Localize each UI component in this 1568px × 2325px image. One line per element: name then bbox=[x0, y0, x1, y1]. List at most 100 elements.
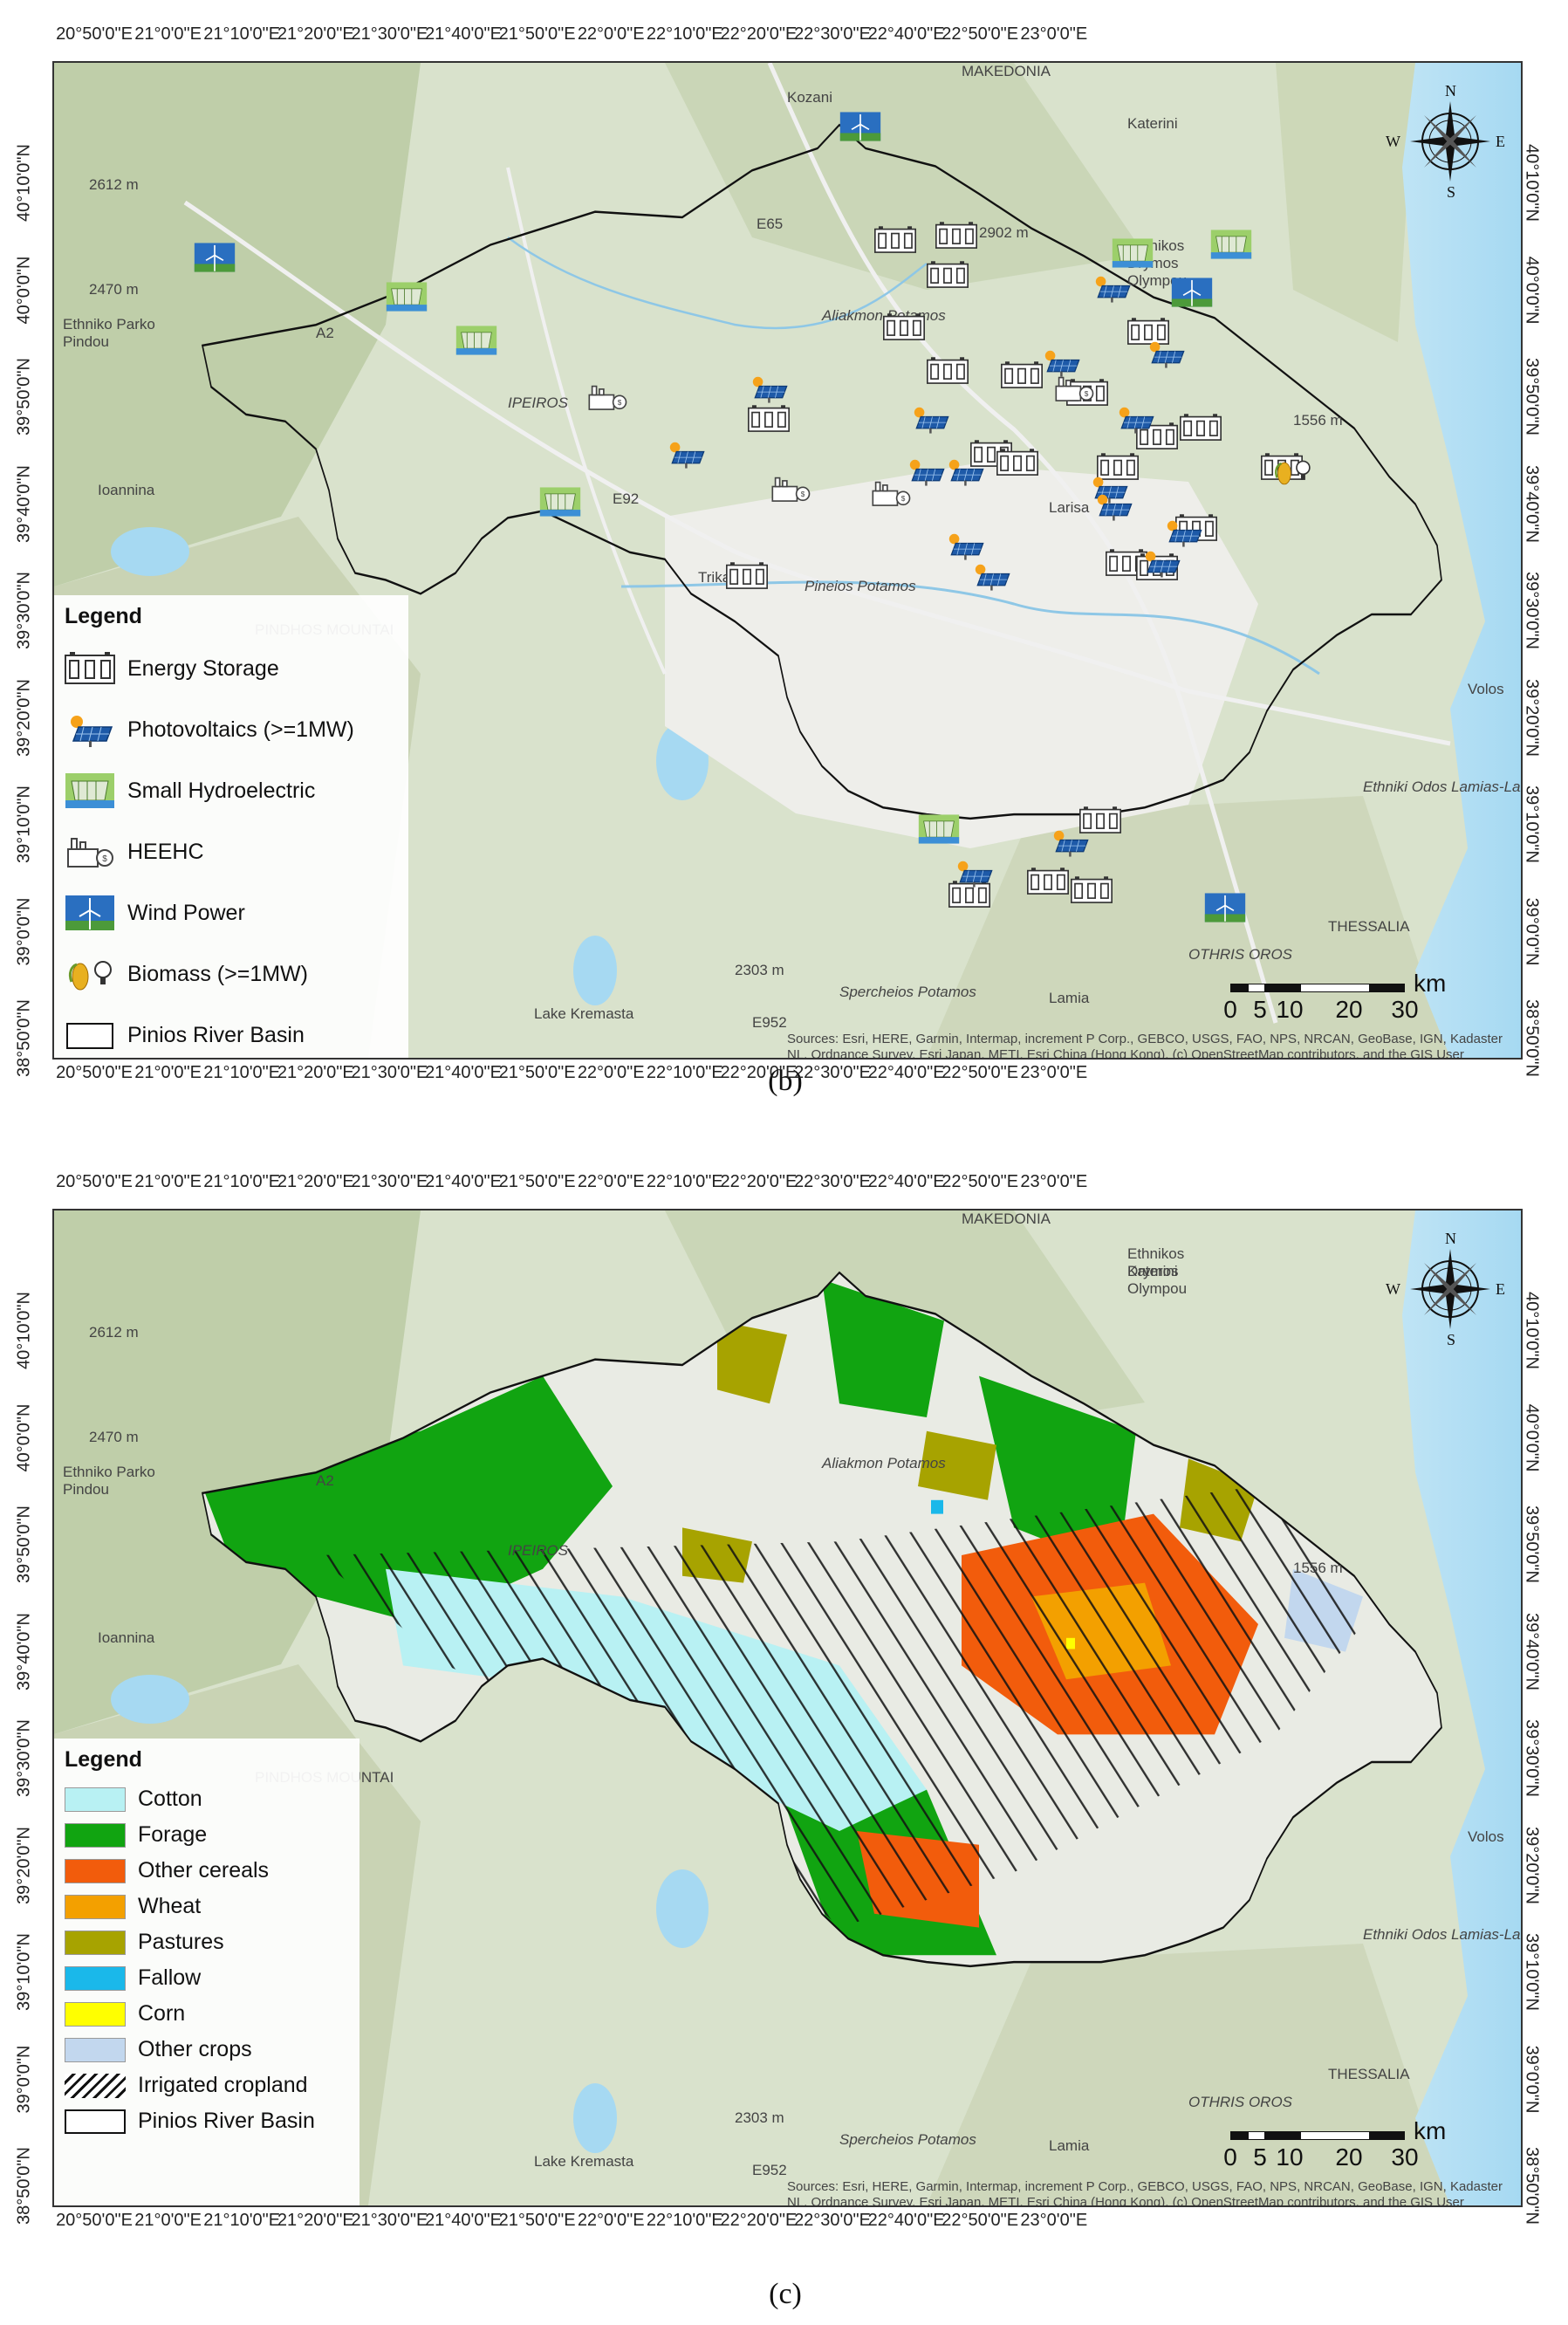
longitude-tick-label: 21°40'0"E bbox=[425, 2211, 502, 2230]
place-label: Lake Kremasta bbox=[534, 1005, 634, 1022]
solar-panel-icon bbox=[909, 403, 951, 439]
longitude-tick-label: 21°0'0"E bbox=[134, 2211, 202, 2230]
place-label: 2612 m bbox=[89, 176, 139, 193]
solar-panel-icon bbox=[65, 711, 115, 748]
battery-storage-icon bbox=[927, 355, 969, 391]
battery-storage-icon bbox=[65, 650, 115, 687]
sources-attribution: Sources: Esri, HERE, Garmin, Intermap, i… bbox=[787, 1032, 1503, 1060]
scale-segment bbox=[1265, 2131, 1300, 2140]
legend-swatch bbox=[65, 1787, 126, 1812]
longitude-tick-label: 22°10'0"E bbox=[646, 1172, 723, 1191]
svg-text:$: $ bbox=[618, 399, 622, 407]
legend-item: Pinios River Basin bbox=[65, 1005, 398, 1058]
basin-outline-icon bbox=[65, 1017, 115, 1053]
legend-swatch bbox=[65, 1894, 126, 1919]
power-plant-icon: $ bbox=[870, 477, 912, 513]
legend-item: Biomass (>=1MW) bbox=[65, 943, 398, 1005]
battery-storage-icon bbox=[935, 220, 977, 256]
legend-item: Fallow bbox=[65, 1960, 349, 1996]
place-label: 2902 m bbox=[979, 224, 1029, 241]
battery-storage-icon bbox=[883, 312, 925, 347]
battery-storage-icon bbox=[726, 560, 768, 596]
battery-storage-icon bbox=[1136, 421, 1178, 456]
wind-turbine-icon bbox=[839, 111, 881, 147]
legend-item: Pastures bbox=[65, 1924, 349, 1960]
legend-item-label: Corn bbox=[138, 2001, 186, 2026]
scale-label: 5 bbox=[1253, 2143, 1267, 2171]
scale-label: 0 bbox=[1223, 996, 1237, 1023]
longitude-tick-label: 22°20'0"E bbox=[720, 1063, 798, 1082]
place-label: IPEIROS bbox=[508, 1542, 568, 1559]
compass-icon bbox=[1410, 101, 1490, 182]
latitude-tick-label: 39°20'0"N bbox=[1522, 678, 1542, 757]
place-label: Ethniki Odos Lamias-Larisas bbox=[1363, 778, 1521, 795]
place-label: MAKEDONIA bbox=[962, 63, 1051, 79]
place-label: 2303 m bbox=[735, 962, 784, 978]
scale-label: 10 bbox=[1276, 2143, 1304, 2171]
place-label: THESSALIA bbox=[1328, 918, 1410, 935]
place-label: Katerini bbox=[1127, 115, 1178, 132]
solar-panel-icon bbox=[1091, 272, 1133, 308]
scale-label: 0 bbox=[1223, 2143, 1237, 2171]
solar-panel-icon bbox=[1162, 517, 1204, 552]
scale-segment bbox=[1230, 2131, 1248, 2140]
scale-label: 10 bbox=[1276, 996, 1304, 1023]
place-label: Ioannina bbox=[98, 1629, 155, 1646]
battery-storage-icon bbox=[748, 403, 790, 439]
legend-swatch bbox=[65, 2037, 126, 2062]
legend-item: Cotton bbox=[65, 1781, 349, 1817]
wind-turbine-icon bbox=[194, 242, 236, 278]
scale-unit: km bbox=[1414, 2117, 1447, 2144]
place-label: Spercheios Potamos bbox=[839, 984, 976, 1000]
place-label: Aliakmon Potamos bbox=[822, 1455, 946, 1471]
longitude-tick-label: 22°40'0"E bbox=[867, 24, 945, 44]
latitude-tick-label: 39°40'0"N bbox=[1522, 464, 1542, 543]
longitude-tick-label: 23°0'0"E bbox=[1020, 1172, 1088, 1191]
legend-item-label: Wheat bbox=[138, 1894, 202, 1918]
longitude-tick-label: 21°0'0"E bbox=[134, 1172, 202, 1191]
place-label: Ethniko Parko Pindou bbox=[63, 316, 155, 350]
longitude-tick-label: 22°10'0"E bbox=[646, 1063, 723, 1082]
scale-segment bbox=[1265, 984, 1300, 992]
hatch-pattern-icon bbox=[65, 2073, 126, 2098]
compass-east: E bbox=[1496, 133, 1505, 150]
legend-item: Forage bbox=[65, 1817, 349, 1853]
longitude-tick-label: 20°50'0"E bbox=[56, 1172, 133, 1191]
compass-rose: N S E W bbox=[1386, 82, 1505, 201]
longitude-tick-label: 21°10'0"E bbox=[203, 1172, 281, 1191]
legend: Legend Cotton Forage Other cereals Wheat Pas… bbox=[54, 1739, 359, 2205]
latitude-tick-label: 40°10'0"N bbox=[1522, 1292, 1542, 1369]
longitude-tick-label: 20°50'0"E bbox=[56, 2211, 133, 2230]
legend-title: Legend bbox=[65, 1747, 142, 1772]
power-plant-icon: $ bbox=[586, 381, 628, 417]
place-label: A2 bbox=[316, 325, 334, 341]
longitude-tick-label: 23°0'0"E bbox=[1020, 1063, 1088, 1082]
longitude-tick-label: 22°30'0"E bbox=[794, 1063, 871, 1082]
place-label: Volos bbox=[1468, 681, 1504, 697]
place-label: E65 bbox=[757, 216, 784, 232]
place-label: Ethnikos Drymos Olympou bbox=[1127, 1245, 1188, 1297]
place-label: 2470 m bbox=[89, 281, 139, 298]
wind-turbine-icon bbox=[65, 895, 115, 931]
latitude-tick-label: 39°20'0"N bbox=[14, 678, 34, 757]
battery-storage-icon bbox=[1001, 360, 1043, 395]
legend-item-label: Pinios River Basin bbox=[127, 1022, 305, 1047]
place-label: Ethniki Odos Lamias-Larisas bbox=[1363, 1926, 1521, 1943]
place-label: 1556 m bbox=[1293, 1560, 1343, 1576]
place-label: Lake Kremasta bbox=[534, 2153, 634, 2170]
hydroelectric-icon bbox=[1112, 237, 1154, 273]
solar-panel-icon bbox=[665, 438, 707, 474]
longitude-tick-label: 23°0'0"E bbox=[1020, 24, 1088, 44]
legend-item: Wheat bbox=[65, 1889, 349, 1924]
battery-storage-icon bbox=[948, 879, 990, 915]
latitude-tick-label: 39°50'0"N bbox=[1522, 1505, 1542, 1583]
place-label: OTHRIS OROS bbox=[1188, 946, 1293, 963]
longitude-tick-label: 21°20'0"E bbox=[277, 1063, 354, 1082]
scale-bar: km 0 5 10 20 30 bbox=[1223, 2117, 1446, 2175]
basin-outline-icon bbox=[65, 2109, 126, 2134]
scale-label: 30 bbox=[1391, 2143, 1419, 2171]
sources-attribution: Sources: Esri, HERE, Garmin, Intermap, i… bbox=[787, 2179, 1503, 2207]
longitude-tick-label: 20°50'0"E bbox=[56, 24, 133, 44]
place-label: E952 bbox=[752, 1014, 787, 1031]
longitude-tick-label: 21°30'0"E bbox=[351, 24, 428, 44]
